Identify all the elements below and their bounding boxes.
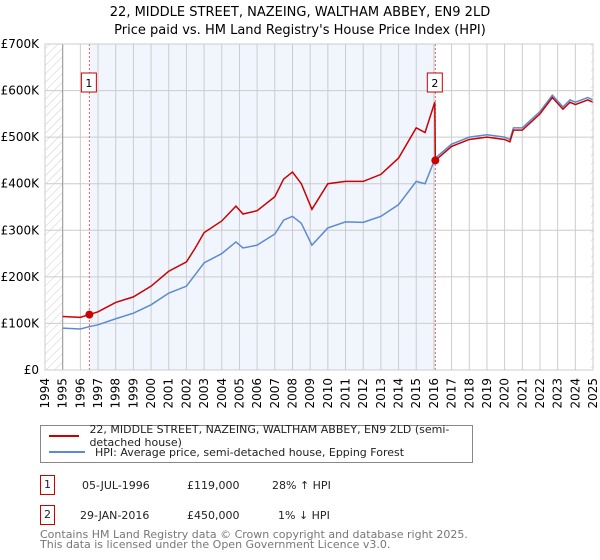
x-tick-label: 2018: [462, 378, 476, 409]
y-tick-label: £500K: [1, 130, 41, 144]
footer-copyright: Contains HM Land Registry data © Crown c…: [40, 528, 468, 541]
hpi-line: [62, 94, 594, 330]
x-tick-label: 2012: [356, 378, 370, 409]
x-tick-label: 2007: [268, 378, 282, 409]
x-tick-label: 1998: [109, 378, 123, 409]
x-tick-label: 1996: [73, 378, 87, 409]
x-tick-label: 1999: [126, 378, 140, 409]
y-tick-label: £300K: [1, 223, 41, 237]
x-tick-label: 2016: [427, 378, 441, 409]
x-tick-label: 2020: [498, 378, 512, 409]
sale-point: [85, 310, 94, 319]
x-tick-label: 2003: [197, 378, 211, 409]
legend-hpi: HPI: Average price, semi-detached house,…: [95, 445, 405, 459]
price-chart: 22, MIDDLE STREET, NAZEING, WALTHAM ABBE…: [1, 5, 600, 409]
legend: 22, MIDDLE STREET, NAZEING, WALTHAM ABBE…: [40, 423, 473, 463]
x-tick-label: 2013: [374, 378, 388, 409]
x-tick-label: 2022: [533, 378, 547, 409]
y-tick-label: £700K: [1, 37, 41, 51]
x-tick-label: 2024: [568, 378, 582, 409]
x-tick-label: 2004: [215, 378, 229, 409]
sale-label-box: [426, 72, 443, 93]
x-tick-label: 2000: [144, 378, 158, 409]
sale-point: [431, 156, 440, 165]
chart-subtitle: Price paid vs. HM Land Registry's House …: [114, 23, 486, 38]
x-tick-label: 2008: [285, 378, 299, 409]
sale-label-box: [80, 72, 97, 93]
x-tick-label: 2023: [551, 378, 565, 409]
x-tick-label: 2019: [480, 378, 494, 409]
sale-label: 1: [85, 77, 92, 90]
sale-label: 2: [431, 77, 438, 90]
x-tick-label: 2011: [339, 378, 353, 409]
sale-hpi-diff: 28% ↑ HPI: [272, 479, 331, 492]
plot-border: [44, 43, 594, 371]
y-tick-label: £400K: [1, 177, 41, 191]
sale-marker-2: 2: [40, 505, 55, 525]
x-tick-label: 1997: [91, 378, 105, 409]
legend-property: 22, MIDDLE STREET, NAZEING, WALTHAM ABBE…: [89, 423, 450, 449]
x-tick-label: 1995: [56, 378, 70, 409]
blue-line-swatch: [49, 451, 85, 453]
x-tick-label: 2015: [409, 378, 423, 409]
sale-date: 05-JUL-1996: [82, 479, 150, 492]
sale-date: 29-JAN-2016: [80, 509, 150, 522]
sale-price: £119,000: [187, 479, 240, 492]
y-tick-label: £0: [24, 363, 39, 377]
y-tick-label: £200K: [1, 270, 41, 284]
sale-price: £450,000: [187, 509, 240, 522]
x-tick-label: 2001: [162, 378, 176, 409]
x-tick-label: 2014: [392, 378, 406, 409]
property-price-line: [62, 96, 594, 319]
x-tick-label: 1994: [38, 378, 52, 409]
x-tick-label: 2002: [179, 378, 193, 409]
x-tick-label: 2009: [303, 378, 317, 409]
red-line-swatch: [49, 435, 80, 437]
x-tick-label: 2010: [321, 378, 335, 409]
sale-row-2: 2 29-JAN-2016 £450,000 1% ↓ HPI: [40, 505, 440, 525]
x-tick-label: 2006: [250, 378, 264, 409]
footer: Contains HM Land Registry data © Crown c…: [40, 528, 468, 551]
x-tick-label: 2021: [515, 378, 529, 409]
footer-licence: This data is licensed under the Open Gov…: [40, 538, 391, 551]
x-tick-label: 2005: [232, 378, 246, 409]
x-tick-label: 2025: [586, 378, 600, 409]
hatched-region-left: [45, 44, 63, 370]
sale-row-1: 1 05-JUL-1996 £119,000 28% ↑ HPI: [40, 475, 440, 495]
chart-title: 22, MIDDLE STREET, NAZEING, WALTHAM ABBE…: [110, 5, 490, 20]
y-tick-label: £600K: [1, 84, 41, 98]
sale-marker-1: 1: [40, 475, 55, 495]
y-tick-label: £100K: [1, 316, 41, 330]
sale-hpi-diff: 1% ↓ HPI: [278, 509, 330, 522]
x-tick-label: 2017: [445, 378, 459, 409]
